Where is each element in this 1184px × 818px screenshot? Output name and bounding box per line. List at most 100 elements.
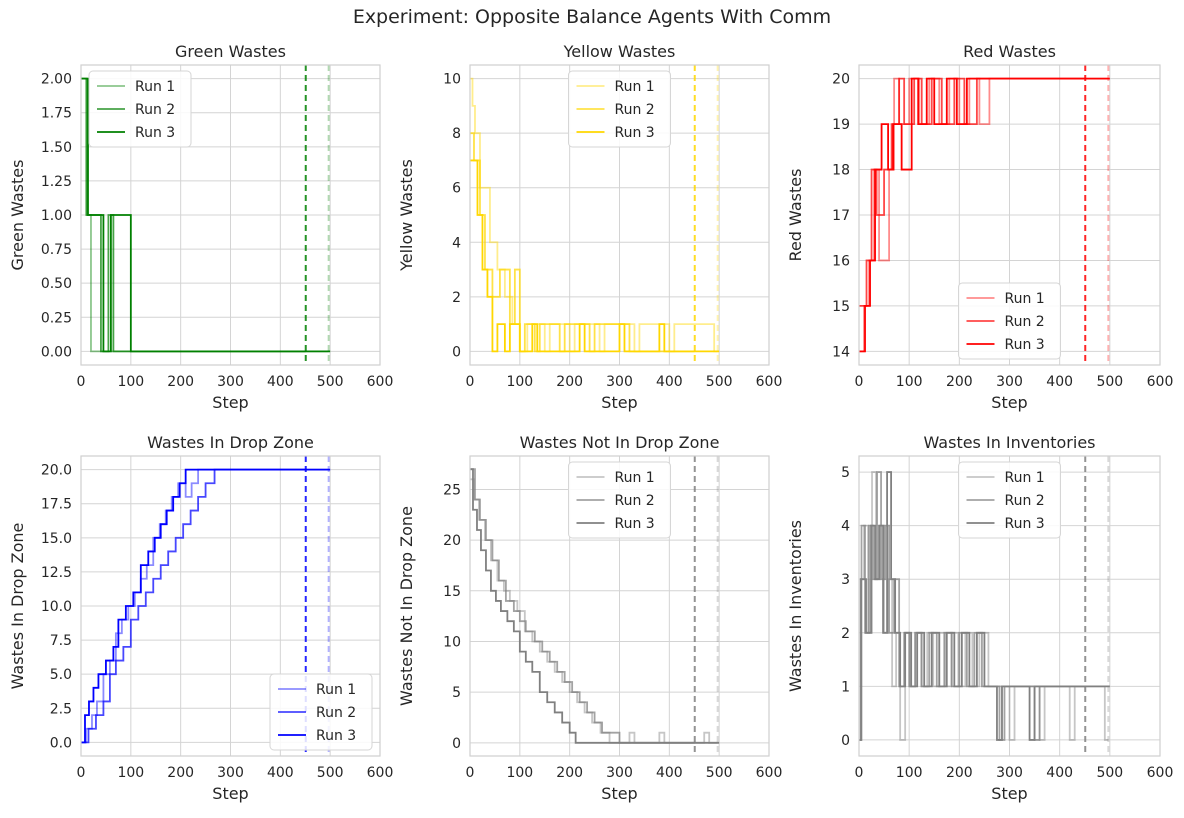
x-tick-label: 100 [506, 765, 533, 781]
y-tick-label: 0.00 [41, 344, 72, 360]
legend-box [568, 461, 671, 539]
y-tick-label: 3 [841, 572, 850, 588]
plot-frame [858, 455, 1161, 757]
y-axis-label: Green Wastes [8, 160, 27, 271]
subplot-title: Green Wastes [175, 42, 286, 61]
legend-label-run-3: Run 3 [615, 125, 655, 141]
legend: Run 1 Run 2 Run 3 [568, 461, 671, 539]
subplot-3: 0 100 200 300 400 500 600 14 15 16 17 18 19 20 Red Was… [786, 42, 1173, 412]
plot-frame [80, 455, 381, 757]
x-axis-label: Step [601, 784, 637, 803]
y-axis-label: Yellow Wastes [397, 159, 416, 272]
x-tick-label: 400 [267, 765, 294, 781]
x-tick-label: 600 [1147, 374, 1174, 390]
subplot-title: Wastes In Drop Zone [147, 433, 314, 452]
legend-label-run-2: Run 2 [316, 705, 356, 721]
series-line-run-3 [81, 77, 331, 353]
y-tick-label: 1.00 [41, 208, 72, 224]
plot-frame [80, 64, 381, 366]
figure-title: Experiment: Opposite Balance Agents With… [352, 6, 832, 28]
x-tick-label: 100 [117, 765, 144, 781]
subplot-6: 0 100 200 300 400 500 600 0 1 2 3 4 5 Wastes In Inven… [786, 433, 1173, 803]
y-tick-label: 20 [443, 533, 461, 549]
y-tick-label: 15.0 [41, 531, 72, 547]
x-tick-label: 300 [996, 765, 1023, 781]
y-tick-label: 0.25 [41, 310, 72, 326]
x-tick-label: 500 [706, 374, 733, 390]
y-tick-label: 7.5 [50, 633, 72, 649]
x-tick-label: 0 [77, 374, 86, 390]
x-tick-label: 600 [756, 765, 783, 781]
series-group [470, 456, 720, 756]
x-axis-label: Step [601, 393, 637, 412]
series-group [470, 65, 720, 365]
x-tick-label: 200 [167, 765, 194, 781]
y-tick-label: 10 [443, 634, 461, 650]
legend: Run 1 Run 2 Run 3 [958, 461, 1061, 539]
y-tick-label: 16 [832, 253, 850, 269]
x-tick-label: 0 [466, 765, 475, 781]
series-line-run-3 [470, 159, 720, 353]
subplot-title: Wastes Not In Drop Zone [520, 433, 720, 452]
y-tick-label: 4 [452, 235, 461, 251]
y-tick-label: 5 [452, 685, 461, 701]
legend-box [269, 673, 373, 751]
x-axis-label: Step [212, 784, 248, 803]
series-line-run-3 [859, 471, 1110, 741]
y-tick-label: 1.50 [41, 140, 72, 156]
x-tick-label: 500 [317, 765, 344, 781]
legend-label-run-2: Run 2 [1005, 493, 1045, 509]
y-tick-label: 20 [832, 72, 850, 88]
x-tick-label: 200 [167, 374, 194, 390]
legend: Run 1 Run 2 Run 3 [568, 70, 671, 148]
subplot-4: 0 100 200 300 400 500 600 0.0 2.5 5.0 7.5 10.0 12.5 1… [8, 433, 393, 803]
y-axis-label: Wastes In Drop Zone [8, 523, 27, 690]
series-line-run-2 [470, 468, 695, 744]
x-tick-label: 400 [1046, 765, 1073, 781]
legend-box [958, 282, 1061, 360]
subplot-title: Wastes In Inventories [924, 433, 1096, 452]
x-tick-label: 500 [1096, 765, 1123, 781]
x-tick-label: 300 [996, 374, 1023, 390]
x-tick-label: 300 [606, 765, 633, 781]
legend-box [568, 70, 671, 148]
plot-frame [858, 64, 1161, 366]
y-tick-label: 1.75 [41, 106, 72, 122]
y-tick-label: 1 [841, 679, 850, 695]
x-tick-label: 100 [117, 374, 144, 390]
x-tick-label: 100 [896, 374, 923, 390]
y-tick-label: 2 [841, 626, 850, 642]
y-axis-label: Wastes In Inventories [786, 520, 805, 692]
x-tick-label: 400 [1046, 374, 1073, 390]
x-tick-label: 200 [946, 374, 973, 390]
x-axis-label: Step [991, 393, 1027, 412]
x-tick-label: 600 [367, 374, 394, 390]
x-tick-label: 500 [706, 765, 733, 781]
legend: Run 1 Run 2 Run 3 [958, 282, 1061, 360]
y-tick-label: 15 [832, 299, 850, 315]
series-line-run-3 [81, 468, 331, 744]
plot-frame [469, 64, 770, 366]
subplot-1: 0 100 200 300 400 500 600 0.00 0.25 0.50 0.75 1.00 1… [8, 42, 393, 412]
y-tick-label: 2 [452, 290, 461, 306]
series-group [859, 456, 1110, 756]
x-tick-label: 0 [466, 374, 475, 390]
y-axis-label: Wastes Not In Drop Zone [397, 506, 416, 706]
legend: Run 1 Run 2 Run 3 [269, 673, 373, 751]
y-tick-label: 0.75 [41, 242, 72, 258]
legend-label-run-1: Run 1 [615, 79, 655, 95]
legend-label-run-2: Run 2 [615, 102, 655, 118]
y-tick-label: 5 [841, 465, 850, 481]
legend-label-run-3: Run 3 [1005, 337, 1045, 353]
x-tick-label: 300 [217, 374, 244, 390]
series-line-run-2 [81, 468, 306, 744]
plot-frame [469, 455, 770, 757]
y-tick-label: 17 [832, 208, 850, 224]
x-tick-label: 600 [367, 765, 394, 781]
y-tick-label: 14 [832, 344, 850, 360]
legend-label-run-3: Run 3 [615, 516, 655, 532]
y-tick-label: 18 [832, 163, 850, 179]
y-tick-label: 4 [841, 519, 850, 535]
y-tick-label: 0.50 [41, 276, 72, 292]
